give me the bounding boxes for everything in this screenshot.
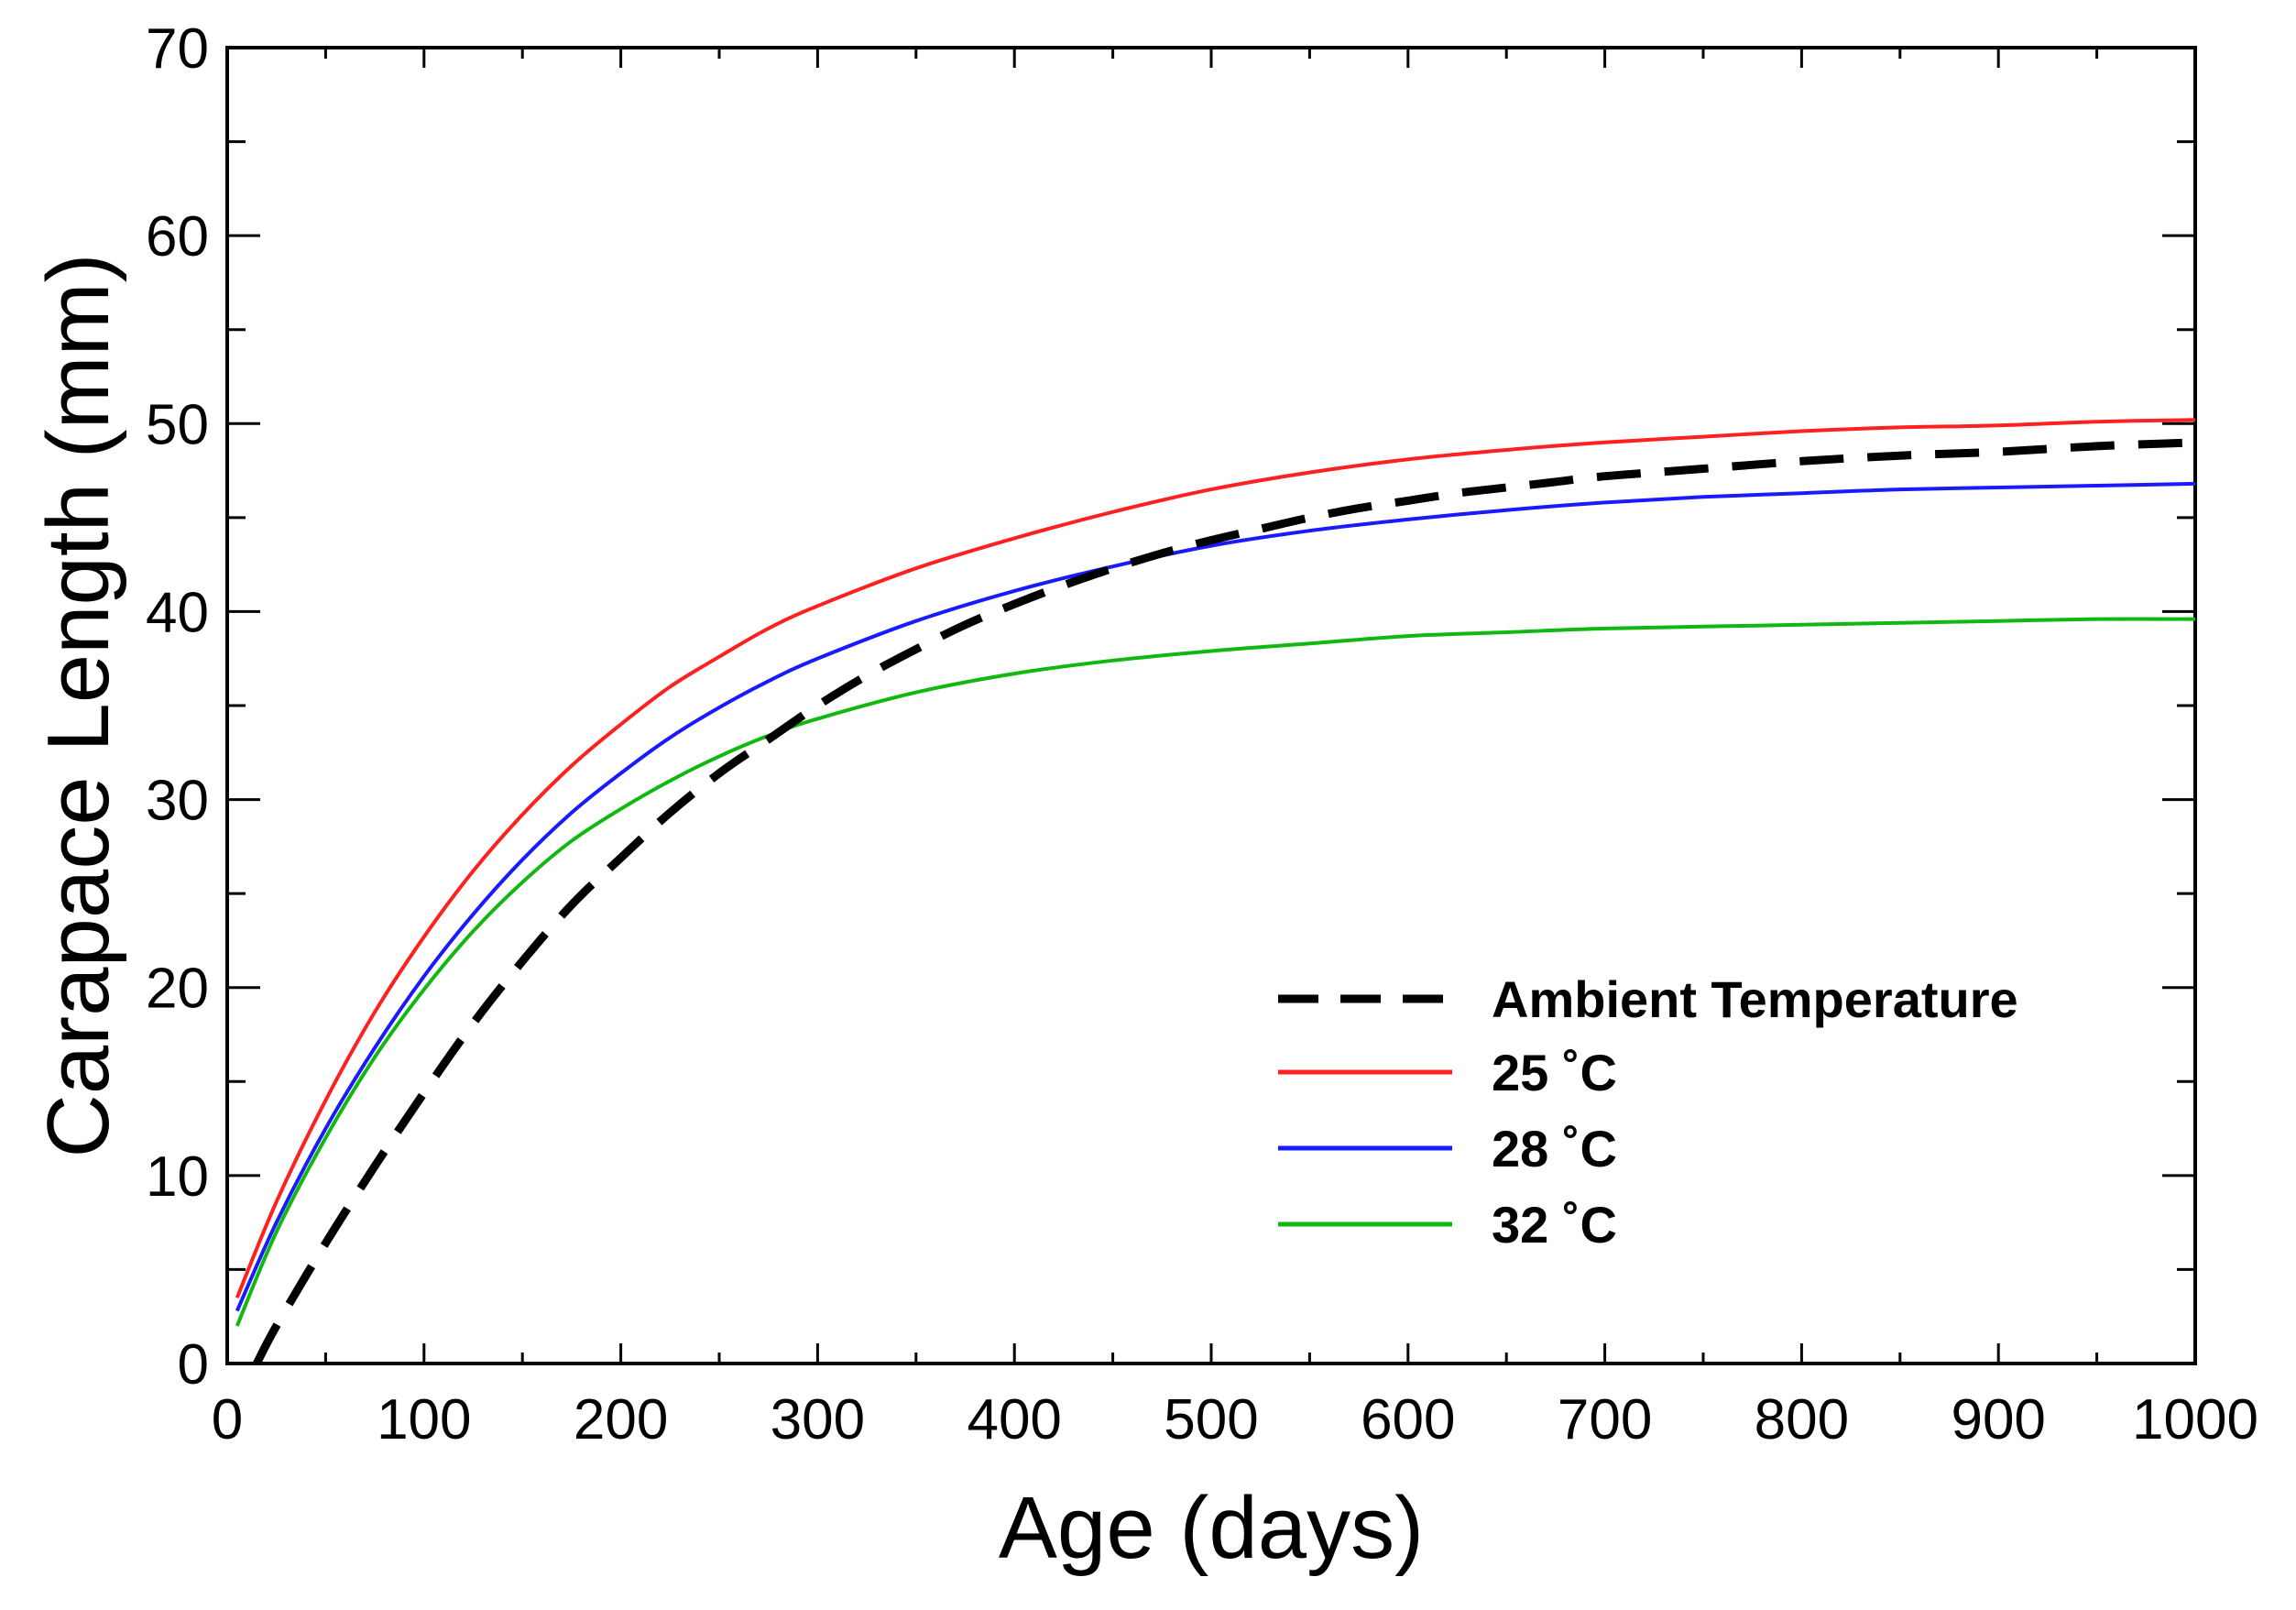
x-tick-label: 1000 — [2132, 1388, 2258, 1451]
y-tick-label: 40 — [146, 581, 209, 644]
y-axis-title: Carapace Length (mm) — [29, 253, 127, 1157]
y-tick-label: 0 — [178, 1333, 209, 1396]
y-tick-label: 60 — [146, 205, 209, 268]
series-line-32-c — [235, 617, 2195, 1327]
y-tick-label: 30 — [146, 770, 209, 833]
x-tick-label: 600 — [1361, 1388, 1455, 1451]
x-tick-label: 700 — [1558, 1388, 1652, 1451]
series-line-28-c — [235, 481, 2195, 1312]
y-tick-label: 20 — [146, 958, 209, 1021]
x-axis-title: Age (days) — [999, 1479, 1424, 1577]
y-tick-label: 70 — [146, 17, 209, 81]
series-line-25-c — [235, 418, 2195, 1298]
legend-label: 28 ˚C — [1492, 1120, 1617, 1177]
x-tick-label: 200 — [574, 1388, 668, 1451]
y-tick-label: 50 — [146, 393, 209, 456]
x-tick-label: 100 — [377, 1388, 471, 1451]
legend: Ambient Temperature 25 ˚C 28 ˚C 32 ˚C — [1278, 970, 2018, 1254]
plot-area — [225, 46, 2197, 1365]
x-tick-label: 0 — [212, 1388, 243, 1451]
x-tick-label: 900 — [1951, 1388, 2045, 1451]
y-tick-label: 10 — [146, 1145, 209, 1209]
ticks — [225, 46, 2197, 1365]
series-layer — [235, 418, 2195, 1364]
x-tick-label: 300 — [771, 1388, 865, 1451]
legend-label: 32 ˚C — [1492, 1196, 1617, 1254]
x-tick-label: 800 — [1755, 1388, 1849, 1451]
legend-label: Ambient Temperature — [1492, 970, 2018, 1028]
x-tick-label: 500 — [1164, 1388, 1258, 1451]
series-line-ambient-temperature — [253, 438, 2195, 1364]
tick-labels: 0 100 200 300 400 500 600 700 800 900 1000 0 10 20 30 4… — [146, 17, 2258, 1451]
legend-label: 25 ˚C — [1492, 1044, 1617, 1101]
x-tick-label: 400 — [967, 1388, 1061, 1451]
